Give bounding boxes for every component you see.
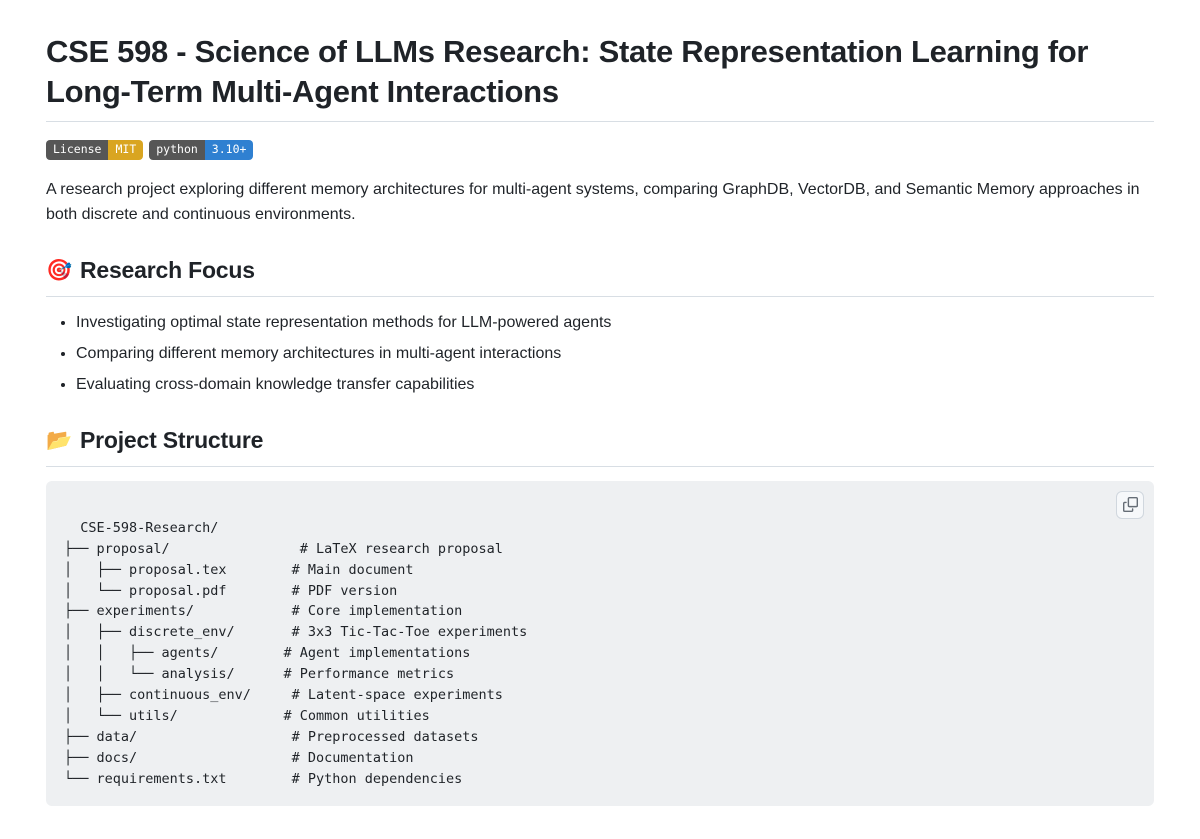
list-item: Investigating optimal state representati… <box>76 311 1154 336</box>
python-badge: python 3.10+ <box>149 140 253 160</box>
project-description: A research project exploring different m… <box>46 178 1154 228</box>
project-tree-code: CSE-598-Research/ ├── proposal/ # LaTeX … <box>46 481 1154 806</box>
tree-text: CSE-598-Research/ ├── proposal/ # LaTeX … <box>64 520 527 787</box>
target-icon: 🎯 <box>46 255 72 287</box>
list-item: Comparing different memory architectures… <box>76 342 1154 367</box>
heading-text: Research Focus <box>80 253 255 288</box>
project-structure-heading: 📂 Project Structure <box>46 423 1154 467</box>
badge-label: License <box>46 140 108 160</box>
research-focus-heading: 🎯 Research Focus <box>46 253 1154 297</box>
folder-icon: 📂 <box>46 425 72 457</box>
badge-value: 3.10+ <box>205 140 254 160</box>
page-title: CSE 598 - Science of LLMs Research: Stat… <box>46 32 1154 122</box>
copy-icon <box>1123 497 1138 512</box>
badge-row: License MIT python 3.10+ <box>46 140 1154 160</box>
badge-label: python <box>149 140 205 160</box>
copy-button[interactable] <box>1116 491 1144 519</box>
heading-text: Project Structure <box>80 423 263 458</box>
license-badge: License MIT <box>46 140 143 160</box>
badge-value: MIT <box>108 140 143 160</box>
research-focus-list: Investigating optimal state representati… <box>46 311 1154 397</box>
list-item: Evaluating cross-domain knowledge transf… <box>76 373 1154 398</box>
